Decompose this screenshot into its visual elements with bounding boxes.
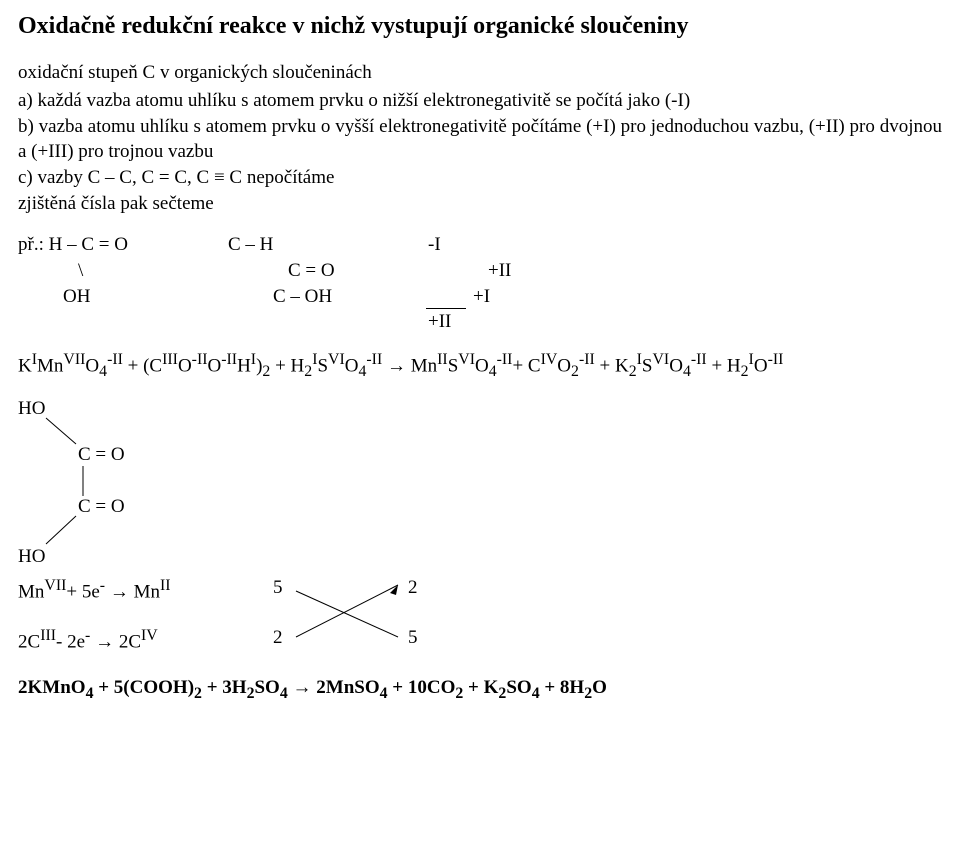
structure-formula: HO C = O C = O HO xyxy=(18,396,942,571)
ex-left-3: OH xyxy=(18,284,273,310)
ex-mid-1: C – H xyxy=(228,232,428,258)
item-c: c) vazby C – C, C = C, C ≡ C nepočítáme xyxy=(18,165,942,191)
page-title: Oxidačně redukční reakce v nichž vystupu… xyxy=(18,10,942,42)
item-a: a) každá vazba atomu uhlíku s atomem prv… xyxy=(18,88,942,114)
ex-left-2: \ xyxy=(18,258,288,284)
item-b: b) vazba atomu uhlíku s atomem prvku o v… xyxy=(18,114,942,165)
page: Oxidačně redukční reakce v nichž vystupu… xyxy=(0,0,960,847)
final-equation: 2KMnO4 + 5(COOH)2 + 3H2SO4 → 2MnSO4 + 10… xyxy=(18,675,942,704)
sum-line xyxy=(426,308,466,309)
redox-equation: KIMnVIIO4-II + (CIIIO-IIO-IIHI)2 + H2ISV… xyxy=(18,349,942,382)
ex-val-1: -I xyxy=(428,232,508,258)
cross-icon xyxy=(18,575,438,655)
subtitle: oxidační stupeň C v organických sloučeni… xyxy=(18,60,942,86)
ex-mid-3: C – OH xyxy=(273,284,473,310)
item-sum: zjištěná čísla pak sečteme xyxy=(18,191,942,217)
ex-val-4: +II xyxy=(428,309,508,335)
ex-left-1: př.: H – C = O xyxy=(18,232,228,258)
half-reactions: MnVII+ 5e- → MnII 2CIII- 2e- → 2CIV 5 2 … xyxy=(18,575,942,665)
ex-mid-2: C = O xyxy=(288,258,488,284)
example-block: př.: H – C = O C – H -I \ C = O +II OH C… xyxy=(18,232,942,335)
ex-val-2: +II xyxy=(488,258,568,284)
ex-val-3: +I xyxy=(473,284,553,310)
